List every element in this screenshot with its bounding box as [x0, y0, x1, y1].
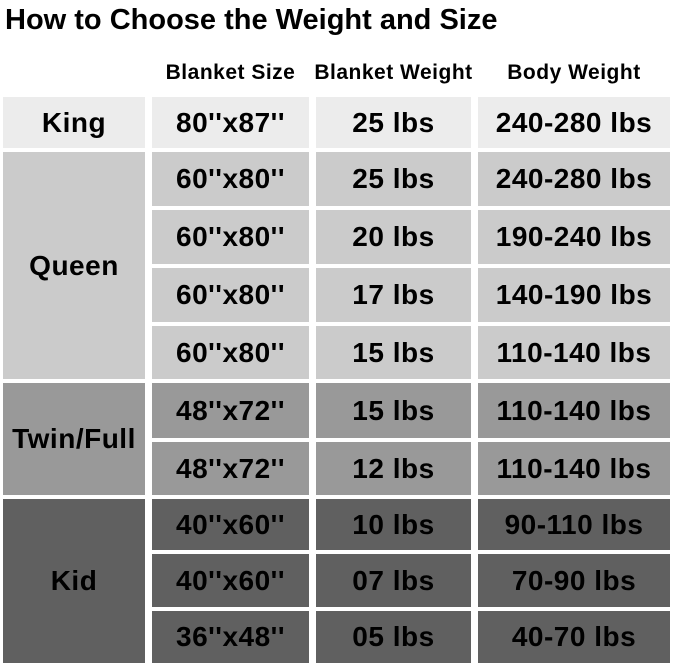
group-label-queen: Queen	[3, 152, 145, 379]
group-label-kid: Kid	[3, 499, 145, 663]
column-header-body-weight: Body Weight	[507, 60, 641, 84]
cell-body-weight: 40-70 lbs	[478, 611, 670, 663]
group-label-twin-full: Twin/Full	[3, 383, 145, 495]
cell-body-weight: 110-140 lbs	[478, 326, 670, 379]
cell-blanket-size: 80''x87''	[152, 97, 309, 148]
cell-body-weight: 70-90 lbs	[478, 554, 670, 607]
column-header-blanket-size: Blanket Size	[165, 60, 296, 84]
cell-blanket-weight: 17 lbs	[316, 268, 471, 322]
cell-body-weight: 110-140 lbs	[478, 383, 670, 438]
cell-body-weight: 240-280 lbs	[478, 97, 670, 148]
cell-blanket-weight: 15 lbs	[316, 383, 471, 438]
cell-blanket-size: 48''x72''	[152, 442, 309, 495]
cell-blanket-weight: 15 lbs	[316, 326, 471, 379]
cell-body-weight: 110-140 lbs	[478, 442, 670, 495]
cell-body-weight: 190-240 lbs	[478, 210, 670, 264]
cell-blanket-size: 48''x72''	[152, 383, 309, 438]
cell-blanket-size: 40''x60''	[152, 499, 309, 550]
cell-blanket-weight: 20 lbs	[316, 210, 471, 264]
cell-blanket-size: 60''x80''	[152, 268, 309, 322]
cell-blanket-size: 36''x48''	[152, 611, 309, 663]
group-label-king: King	[3, 97, 145, 148]
cell-blanket-size: 60''x80''	[152, 326, 309, 379]
column-header-blanket-weight: Blanket Weight	[314, 60, 473, 84]
cell-blanket-weight: 25 lbs	[316, 152, 471, 206]
cell-blanket-weight: 10 lbs	[316, 499, 471, 550]
cell-blanket-size: 60''x80''	[152, 210, 309, 264]
page-title: How to Choose the Weight and Size	[5, 4, 498, 36]
cell-blanket-weight: 07 lbs	[316, 554, 471, 607]
cell-body-weight: 240-280 lbs	[478, 152, 670, 206]
cell-body-weight: 90-110 lbs	[478, 499, 670, 550]
cell-blanket-weight: 25 lbs	[316, 97, 471, 148]
cell-body-weight: 140-190 lbs	[478, 268, 670, 322]
cell-blanket-weight: 12 lbs	[316, 442, 471, 495]
size-weight-table: Blanket Size Blanket Weight Body Weight …	[3, 52, 679, 663]
cell-blanket-size: 60''x80''	[152, 152, 309, 206]
cell-blanket-weight: 05 lbs	[316, 611, 471, 663]
cell-blanket-size: 40''x60''	[152, 554, 309, 607]
